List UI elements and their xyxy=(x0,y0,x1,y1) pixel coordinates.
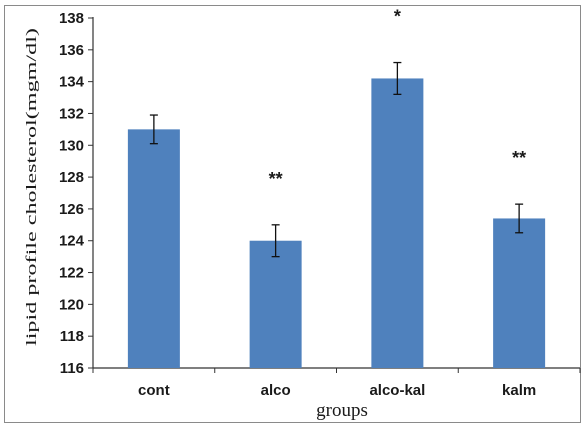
y-tick-label: 116 xyxy=(60,360,84,377)
y-tick-label: 128 xyxy=(59,169,84,186)
bar-cont xyxy=(127,129,180,368)
bar-alco-kal xyxy=(371,78,424,369)
y-tick-label: 120 xyxy=(59,296,84,313)
y-tick-label: 118 xyxy=(60,328,84,345)
y-tick-label: 132 xyxy=(59,105,84,122)
x-tick-label: alco-kal xyxy=(369,382,425,399)
y-tick-label: 122 xyxy=(59,265,84,282)
plot-area: 116 118 120 122 124 126 128 130 132 134 136 138 cont… xyxy=(59,7,581,399)
significance-marker: ** xyxy=(269,169,283,189)
y-tick-label: 126 xyxy=(59,201,84,218)
y-tick-label: 138 xyxy=(59,10,84,27)
bar-kalm xyxy=(493,218,546,368)
x-tick-label: alco xyxy=(261,382,291,399)
significance-marker: * xyxy=(394,7,401,27)
y-axis-title: lipid profile cholesterol(mgm/dl) xyxy=(24,28,40,346)
y-tick-label: 124 xyxy=(59,233,85,250)
y-tick-label: 130 xyxy=(59,137,84,154)
x-axis-title: groups xyxy=(316,400,368,421)
bar-alco xyxy=(249,240,302,368)
y-tick-label: 136 xyxy=(59,42,84,59)
x-tick-label: kalm xyxy=(502,382,536,399)
significance-marker: ** xyxy=(512,148,526,168)
x-tick-label: cont xyxy=(138,382,170,399)
y-tick-label: 134 xyxy=(59,74,85,91)
